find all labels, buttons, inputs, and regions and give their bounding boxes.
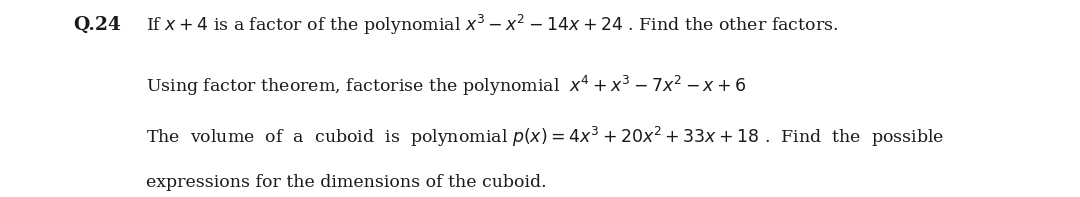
Text: If $x + 4$ is a factor of the polynomial $x^3 - x^2 - 14x + 24$ . Find the other: If $x + 4$ is a factor of the polynomial… (146, 13, 838, 37)
Text: Using factor theorem, factorise the polynomial  $x^4 + x^3 - 7x^2 - x + 6$: Using factor theorem, factorise the poly… (146, 74, 746, 98)
Text: Q.24: Q.24 (73, 16, 121, 34)
Text: The  volume  of  a  cuboid  is  polynomial $p(x) = 4x^3 + 20x^2 + 33x + 18$ .  F: The volume of a cuboid is polynomial $p(… (146, 125, 944, 149)
Text: expressions for the dimensions of the cuboid.: expressions for the dimensions of the cu… (146, 174, 546, 191)
